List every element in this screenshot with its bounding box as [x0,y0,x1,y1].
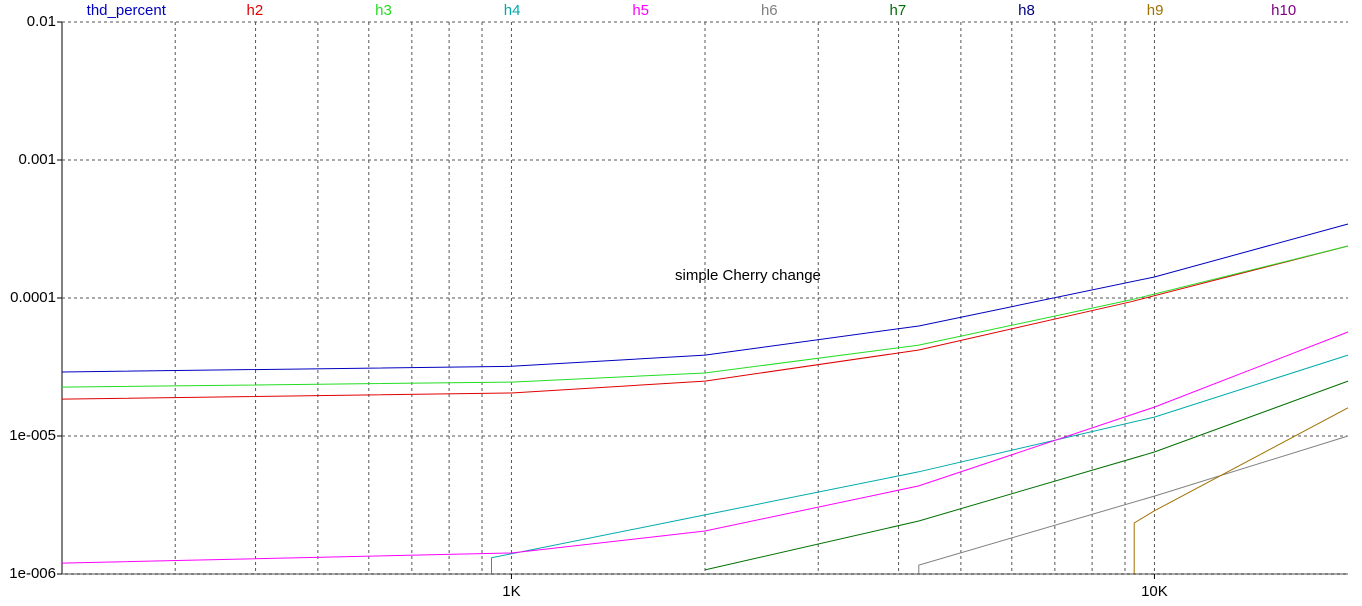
series-line [1133,407,1349,574]
x-tick-label: 10K [1141,583,1168,600]
legend-label: h8 [1018,2,1035,19]
legend-label: h2 [247,2,264,19]
legend-label: h10 [1271,2,1296,19]
series-line [918,435,1349,574]
annotation: simple Cherry change [675,267,821,284]
legend-label: thd_percent [87,2,167,19]
series-line [61,223,1349,373]
legend-label: h3 [375,2,392,19]
series-line [61,245,1349,388]
legend-label: h4 [504,2,521,19]
legend-label: h6 [761,2,778,19]
series-line [61,331,1349,564]
legend-label: h7 [890,2,907,19]
series-line [704,380,1349,571]
legend-label: h9 [1147,2,1164,19]
x-tick-label: 1K [502,583,520,600]
y-tick-label: 0.01 [27,13,56,30]
y-tick-label: 0.001 [18,151,56,168]
y-tick-label: 1e-005 [9,427,56,444]
series-line [491,354,1349,574]
series-line [61,245,1349,400]
y-tick-label: 1e-006 [9,565,56,582]
legend-label: h5 [632,2,649,19]
y-tick-label: 0.0001 [10,289,56,306]
